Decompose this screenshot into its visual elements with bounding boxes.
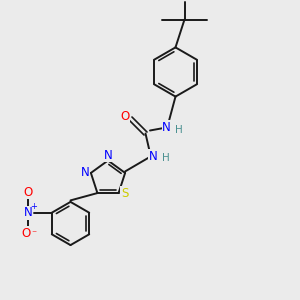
Text: N: N xyxy=(103,148,112,162)
Text: H: H xyxy=(162,153,170,164)
Text: N: N xyxy=(148,149,158,163)
Text: S: S xyxy=(121,187,128,200)
Text: O: O xyxy=(22,227,31,240)
Text: N: N xyxy=(81,167,90,179)
Text: O: O xyxy=(121,110,130,123)
Text: H: H xyxy=(175,125,183,135)
Text: +: + xyxy=(30,202,37,211)
Text: N: N xyxy=(23,206,32,219)
Text: ⁻: ⁻ xyxy=(32,230,37,240)
Text: O: O xyxy=(23,185,32,199)
Text: N: N xyxy=(162,121,171,134)
